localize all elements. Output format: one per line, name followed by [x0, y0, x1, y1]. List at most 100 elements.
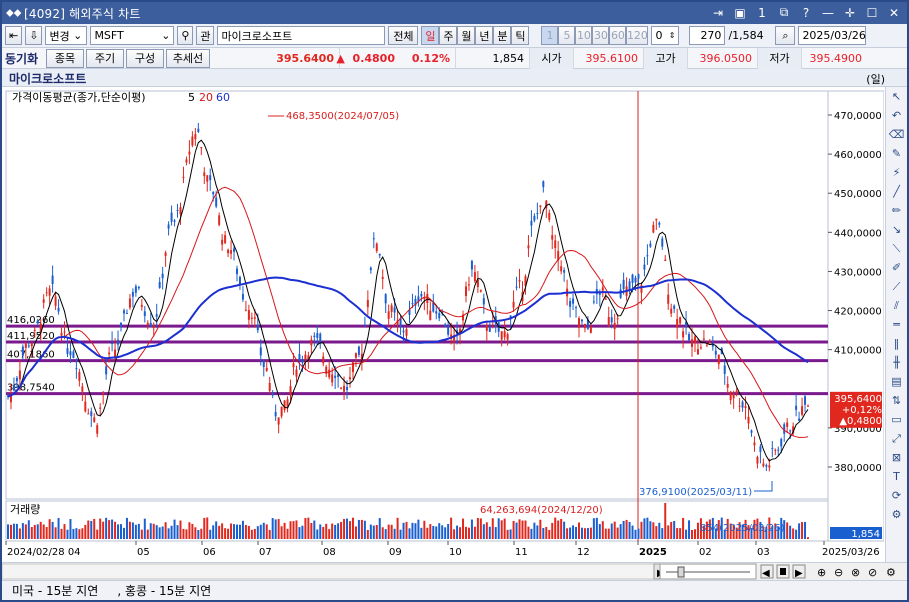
period-tab-3[interactable]: 년: [475, 26, 494, 45]
pen-icon[interactable]: ✏: [891, 204, 902, 217]
nav-first-icon[interactable]: ⇤: [5, 26, 23, 45]
fibonacci-icon[interactable]: ▤: [891, 375, 902, 388]
quote-tab-3[interactable]: 추세선: [166, 48, 210, 68]
candle-body: [485, 325, 488, 331]
candle-body: [682, 331, 685, 338]
volume-bar: [27, 520, 30, 539]
print-icon[interactable]: ⧉: [779, 5, 789, 19]
volume-bar: [702, 525, 705, 539]
period-tab-5[interactable]: 틱: [511, 26, 530, 45]
candle-body: [319, 333, 322, 344]
vertical-line-icon[interactable]: ‖: [893, 337, 900, 350]
nav-down-icon[interactable]: ⇩: [25, 26, 43, 45]
open-label: 시가: [530, 47, 574, 69]
cursor-icon[interactable]: ↖: [891, 90, 902, 103]
cycle-icon[interactable]: ⟳: [891, 489, 902, 502]
interval-button-1[interactable]: 5: [558, 26, 576, 45]
zoom-out-icon[interactable]: ⊖: [834, 566, 843, 579]
candle-body: [238, 276, 241, 285]
cross-line-icon[interactable]: ╫: [893, 356, 900, 369]
move-icon[interactable]: ✛: [844, 5, 856, 20]
volume-bar: [580, 527, 583, 539]
channel-icon[interactable]: ⫽: [894, 299, 899, 312]
chart-scrollbar[interactable]: ▶ ◀ ▶ ⊕ ⊖ ⊗ ⊘ ⚙: [1, 562, 907, 580]
volume-bar: [685, 529, 688, 539]
candle-body: [206, 175, 209, 182]
interval-button-5[interactable]: 120: [626, 26, 649, 45]
extend-line-icon[interactable]: ⟍: [892, 242, 901, 255]
candle-body: [39, 323, 42, 333]
date-input[interactable]: 2025/03/26: [798, 26, 867, 45]
y-tick-label: 380,0000: [834, 463, 882, 474]
volume-bar: [51, 521, 54, 539]
interval-button-0[interactable]: 1: [541, 26, 559, 45]
candle-body: [420, 293, 423, 297]
zoom-reset-icon[interactable]: ⊗: [851, 566, 860, 579]
eraser-icon[interactable]: ✎: [891, 147, 902, 160]
ticker-input[interactable]: MSFT ⌄: [90, 26, 175, 45]
volume-bar: [230, 523, 233, 539]
settings-icon[interactable]: ⚙: [891, 508, 902, 521]
volume-bar: [453, 529, 456, 539]
rect-tool-icon[interactable]: ▭: [891, 413, 902, 426]
search-icon[interactable]: ⚲: [177, 26, 194, 45]
text-tool-icon[interactable]: T: [893, 470, 900, 483]
sync-label[interactable]: 동기화: [5, 51, 39, 66]
related-button[interactable]: 관: [196, 26, 215, 45]
period-tab-1[interactable]: 주: [439, 26, 458, 45]
volume-bar: [691, 529, 694, 539]
trend-line-icon[interactable]: ⟋: [892, 280, 901, 293]
candle-body: [93, 417, 96, 422]
horizontal-line-icon[interactable]: ═: [893, 318, 900, 331]
interval-button-4[interactable]: 60: [609, 26, 627, 45]
change-dropdown[interactable]: 변경 ⌄: [45, 26, 88, 45]
line-icon[interactable]: ╱: [893, 185, 900, 198]
candle-body: [658, 222, 661, 225]
close-icon[interactable]: ✕: [888, 5, 900, 20]
scroll-first-button[interactable]: [760, 564, 774, 579]
volume-tag-text: 1,854: [851, 529, 880, 540]
volume-bar: [664, 503, 667, 539]
candle-body: [735, 390, 738, 393]
arrow-tool-icon[interactable]: ⇅: [891, 394, 902, 407]
quote-tab-2[interactable]: 구성: [126, 48, 164, 68]
save-icon[interactable]: ▣: [734, 5, 746, 20]
period-tab-2[interactable]: 월: [457, 26, 476, 45]
volume-bar: [619, 524, 622, 539]
zoom-in-icon[interactable]: ⊕: [817, 566, 826, 579]
erase-all-icon[interactable]: ⌫: [888, 128, 905, 141]
candle-body: [777, 449, 780, 451]
chart-settings-icon[interactable]: ⚙: [886, 566, 896, 579]
help-icon[interactable]: ?: [802, 5, 810, 20]
period-tab-0[interactable]: 일: [421, 26, 440, 45]
maximize-icon[interactable]: ☐: [866, 5, 878, 20]
volume-bar: [551, 522, 554, 539]
candle-body: [592, 301, 595, 303]
zoom-slider-thumb[interactable]: [677, 566, 685, 578]
speed-line-icon[interactable]: ⤢: [892, 432, 901, 445]
quote-tab-1[interactable]: 주기: [86, 48, 124, 68]
scroll-last-button[interactable]: [792, 564, 806, 579]
volume-bar: [298, 527, 301, 539]
one-icon[interactable]: 1: [758, 5, 766, 20]
view-count-input[interactable]: 270: [689, 26, 726, 45]
undo-icon[interactable]: ↶: [891, 109, 902, 122]
brush-icon[interactable]: ✐: [891, 261, 902, 274]
link-icon[interactable]: ⇥: [712, 5, 724, 20]
all-button[interactable]: 전체: [388, 26, 419, 45]
gann-icon[interactable]: ⊠: [891, 451, 902, 464]
quote-tab-0[interactable]: 종목: [46, 48, 84, 68]
ray-icon[interactable]: ↘: [891, 223, 902, 236]
zoom-fit-icon[interactable]: ⊘: [868, 566, 877, 579]
period-tab-4[interactable]: 분: [493, 26, 512, 45]
volume-bar: [789, 525, 792, 539]
calendar-search-icon[interactable]: ⌕: [775, 26, 796, 45]
price-plot-area: [5, 90, 829, 500]
pattern-icon[interactable]: ⚡: [892, 166, 901, 179]
interval-button-3[interactable]: 30: [592, 26, 610, 45]
interval-button-2[interactable]: 10: [575, 26, 593, 45]
candle-body: [289, 386, 292, 396]
offset-stepper[interactable]: 0 ⇕: [651, 26, 680, 45]
price-chart[interactable]: 가격이동평균(종가,단순이평) 5 20 60 470,0000 460,0000 450,…: [2, 87, 884, 562]
minimize-icon[interactable]: —: [822, 5, 834, 20]
